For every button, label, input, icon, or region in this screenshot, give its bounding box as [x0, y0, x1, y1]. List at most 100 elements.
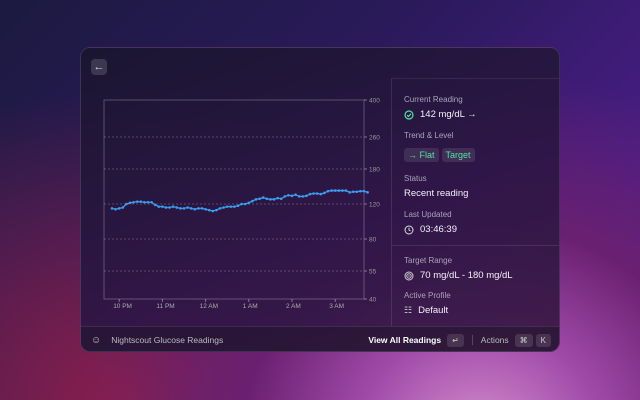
data-point — [164, 206, 168, 209]
data-point — [326, 189, 330, 193]
current-reading-label: Current Reading — [404, 95, 463, 104]
data-point — [315, 192, 319, 195]
data-point — [150, 200, 153, 204]
data-point — [175, 206, 179, 209]
data-point — [330, 189, 333, 192]
data-point — [276, 196, 279, 200]
data-point — [204, 207, 207, 211]
target-range-value: 70 mg/dL - 180 mg/dL — [420, 270, 513, 281]
data-point — [247, 201, 251, 205]
k-key: K — [535, 333, 551, 347]
extension-title: Nightscout Glucose Readings — [111, 335, 224, 345]
data-point — [182, 207, 186, 210]
data-point — [207, 208, 211, 212]
data-point — [301, 195, 305, 198]
data-point — [344, 189, 348, 192]
data-point — [110, 207, 114, 210]
data-point — [200, 207, 204, 210]
data-point — [171, 205, 175, 208]
data-point — [218, 207, 222, 210]
cmd-key: ⌘ — [514, 333, 533, 347]
current-reading-value: 142 mg/dL → — [420, 109, 477, 120]
x-tick-label: 10 PM — [113, 303, 132, 310]
data-point — [355, 190, 359, 194]
data-point — [222, 206, 225, 209]
target-icon — [404, 271, 414, 280]
data-point — [305, 194, 308, 198]
data-point — [186, 206, 189, 209]
data-point — [312, 192, 315, 195]
trend-label: Trend & Level — [404, 131, 454, 140]
data-point — [348, 191, 351, 194]
data-point — [279, 197, 283, 201]
data-point — [233, 205, 236, 208]
action-bar: ☺ Nightscout Glucose Readings View All R… — [81, 326, 559, 351]
target-range-label: Target Range — [404, 256, 453, 265]
list-icon: ☷ — [404, 305, 413, 315]
data-point — [168, 206, 171, 209]
plot-frame — [103, 99, 365, 300]
data-point — [117, 207, 121, 210]
data-point — [265, 197, 269, 201]
data-point — [121, 206, 125, 209]
active-profile-label: Active Profile — [404, 291, 451, 300]
data-point — [269, 198, 272, 201]
data-point — [146, 200, 150, 204]
data-point — [157, 205, 161, 208]
last-updated-label: Last Updated — [404, 210, 452, 219]
data-point — [135, 200, 139, 203]
level-badge: Target — [441, 148, 475, 162]
data-point — [193, 207, 197, 211]
back-button[interactable]: ← — [91, 59, 107, 75]
data-point — [161, 205, 164, 208]
glucose-chart: 40 55 80 120 180 260 400 10 PM 11 PM 12 AM 1 AM 2 A… — [103, 98, 380, 310]
data-point — [215, 208, 218, 212]
data-point — [359, 189, 362, 193]
data-point — [297, 195, 301, 198]
data-point — [294, 193, 297, 196]
arrow-left-icon: ← — [93, 61, 105, 73]
x-tick-label: 12 AM — [200, 303, 218, 310]
data-point — [153, 203, 157, 207]
data-point — [362, 189, 366, 193]
data-point — [290, 194, 294, 198]
data-point — [258, 197, 261, 201]
active-profile-value: Default — [418, 305, 449, 316]
data-point — [272, 198, 276, 201]
x-tick-label: 1 AM — [243, 303, 258, 310]
data-point — [132, 200, 135, 204]
status-value: Recent reading — [404, 188, 469, 199]
data-point — [319, 192, 323, 196]
enter-key: ↵ — [447, 333, 464, 347]
data-point — [243, 202, 247, 206]
x-tick-label: 2 AM — [286, 303, 301, 310]
x-tick-label: 3 AM — [329, 303, 344, 310]
data-point — [143, 200, 146, 204]
check-circle-icon — [404, 109, 414, 120]
data-point — [189, 207, 193, 210]
data-point — [139, 200, 143, 203]
glucose-line — [111, 189, 368, 212]
y-tick-label: 55 — [369, 269, 377, 276]
data-point — [323, 191, 326, 195]
clock-icon — [404, 225, 414, 234]
data-point — [211, 209, 215, 213]
data-point — [225, 205, 229, 208]
divider — [471, 335, 473, 345]
trend-badge: → Flat — [404, 148, 439, 162]
actions-button[interactable]: Actions — [480, 335, 509, 345]
y-tick-label: 180 — [369, 167, 380, 174]
data-point — [236, 204, 240, 208]
y-tick-label: 80 — [369, 237, 377, 244]
data-point — [283, 195, 287, 198]
nightscout-logo-icon: ☺ — [91, 334, 102, 346]
data-point — [351, 190, 355, 194]
data-point — [254, 198, 258, 201]
view-all-readings-button[interactable]: View All Readings — [368, 335, 442, 345]
data-point — [114, 207, 117, 211]
data-point — [197, 207, 200, 210]
details-panel: Current Reading 142 mg/dL → Trend & Leve… — [391, 78, 559, 326]
data-point — [333, 189, 337, 192]
extension-window: ← 40 55 80 120 180 260 400 10 PM 11 PM 12 AM 1 AM 2… — [80, 47, 560, 352]
status-label: Status — [404, 174, 427, 183]
